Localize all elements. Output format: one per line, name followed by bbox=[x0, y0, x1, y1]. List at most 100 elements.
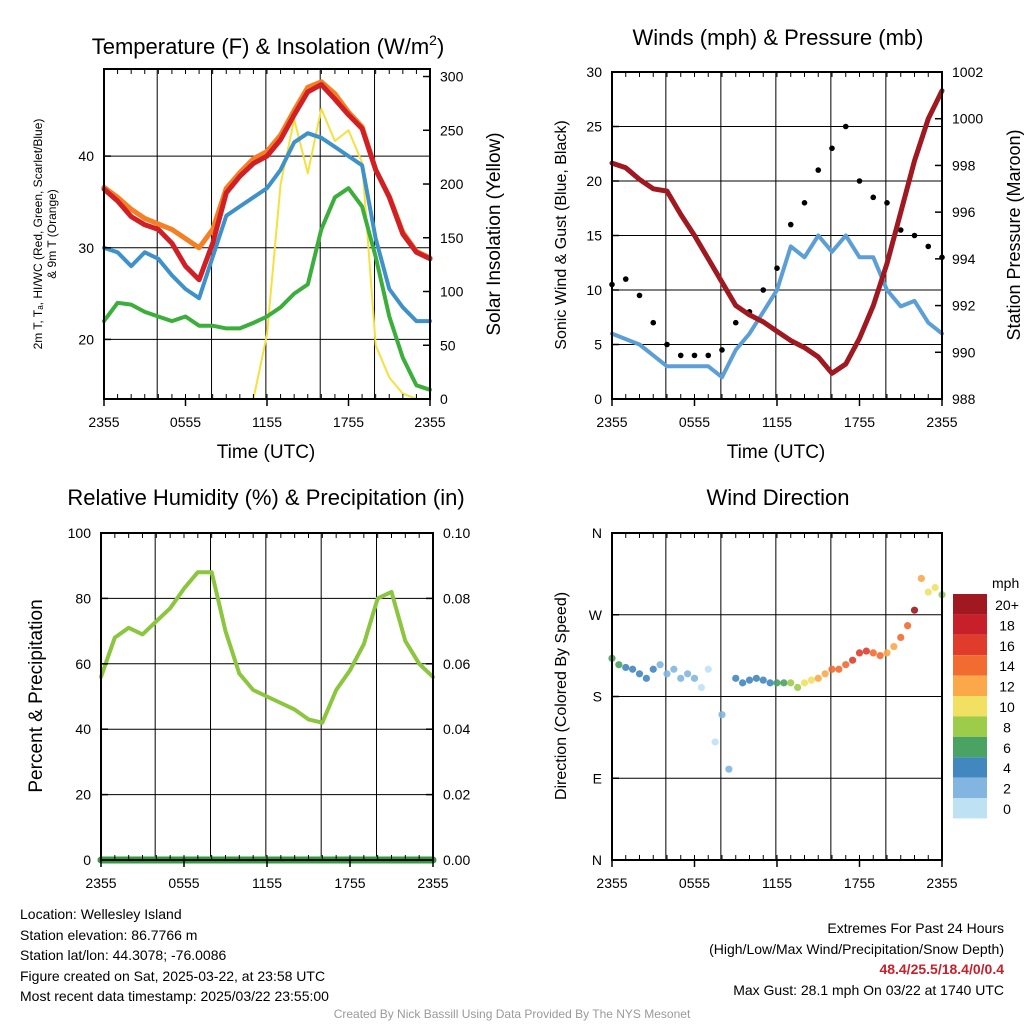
y-tick-label: 25 bbox=[586, 119, 602, 135]
direction-point bbox=[807, 676, 815, 684]
gust-point bbox=[732, 319, 739, 326]
direction-point bbox=[800, 679, 809, 687]
legend-swatch bbox=[953, 757, 987, 778]
direction-point bbox=[773, 679, 781, 687]
y-tick-label: 15 bbox=[586, 228, 602, 244]
direction-point bbox=[855, 649, 864, 657]
legend-label: 12 bbox=[999, 679, 1015, 695]
humidity-panel: Relative Humidity (%) & Precipitation (i… bbox=[26, 485, 470, 891]
direction-point bbox=[849, 656, 857, 664]
y2-tick-label: 990 bbox=[952, 344, 976, 360]
direction-ticks: 2355 0555 1155 1755 2355 N E S W N bbox=[589, 525, 958, 891]
temperature-y-label-1: 2m T, Tₐ, HI/WC (Red, Green, Scarlet/Blu… bbox=[31, 119, 45, 350]
temperature-frame bbox=[103, 68, 431, 400]
x-tick-label: 1155 bbox=[252, 414, 282, 430]
wind-line bbox=[610, 233, 944, 380]
y-tick-label: 80 bbox=[75, 590, 91, 606]
gust-point bbox=[664, 341, 670, 348]
humidity-title: Relative Humidity (%) & Precipitation (i… bbox=[67, 485, 464, 510]
speed-legend: mph 20+ 18 16 14 12 10 8 6 4 2 0 bbox=[953, 575, 1019, 819]
y2-tick-label: 0.00 bbox=[443, 852, 470, 868]
y2-tick-label: 1002 bbox=[952, 64, 983, 80]
station-info: Location: Wellesley Island Station eleva… bbox=[20, 904, 329, 1007]
direction-point bbox=[725, 765, 733, 773]
winds-x-label: Time (UTC) bbox=[727, 442, 826, 463]
direction-point bbox=[752, 674, 760, 682]
y-tick-label: 40 bbox=[75, 721, 91, 737]
direction-point bbox=[904, 622, 912, 630]
temperature-ticks: 2355 0555 1155 1755 2355 20 30 40 0 50 100 150 200 25… bbox=[78, 69, 463, 430]
direction-point bbox=[910, 606, 919, 614]
direction-point bbox=[697, 683, 705, 692]
direction-title: Wind Direction bbox=[706, 485, 849, 510]
legend-label: 6 bbox=[1003, 740, 1011, 756]
x-tick-label: 1155 bbox=[762, 414, 792, 430]
x-tick-label: 2355 bbox=[85, 875, 116, 891]
direction-y-label: Direction (Colored By Speed) bbox=[553, 592, 570, 800]
legend-label: 0 bbox=[1003, 801, 1011, 817]
x-tick-label: 0555 bbox=[679, 414, 710, 430]
y2-tick-label: 200 bbox=[440, 176, 464, 192]
temperature-y-label-2: & 9m T (Orange) bbox=[45, 189, 59, 279]
latlon-text: Station lat/lon: 44.3078; -76.0086 bbox=[20, 947, 227, 963]
y-tick-label: 20 bbox=[586, 173, 602, 189]
extremes-values: 48.4/25.5/18.4/0/0.4 bbox=[879, 961, 1004, 977]
y2-tick-label: 0.02 bbox=[443, 787, 470, 803]
legend-label: 10 bbox=[999, 699, 1015, 715]
winds-series bbox=[609, 88, 945, 380]
winds-y-label: Sonic Wind & Gust (Blue, Black) bbox=[553, 120, 570, 349]
gust-point bbox=[856, 178, 863, 184]
y-tick-label: 5 bbox=[594, 337, 602, 353]
gust-point bbox=[691, 352, 698, 359]
heat_index-line bbox=[102, 186, 432, 392]
gust-point bbox=[677, 352, 684, 359]
x-tick-label: 1755 bbox=[844, 875, 875, 891]
y2-tick-label: 1000 bbox=[952, 111, 983, 127]
y-tick-label: 40 bbox=[78, 148, 94, 164]
x-tick-label: 2355 bbox=[926, 875, 957, 891]
direction-point bbox=[642, 674, 650, 682]
extremes-subtitle: (High/Low/Max Wind/Precipitation/Snow De… bbox=[709, 940, 1004, 957]
direction-point bbox=[780, 679, 788, 687]
gust-point bbox=[774, 265, 780, 272]
x-tick-label: 2355 bbox=[88, 414, 119, 430]
y-tick-label: 100 bbox=[68, 525, 92, 541]
y2-tick-label: 998 bbox=[952, 157, 976, 173]
x-tick-label: 1755 bbox=[334, 875, 365, 891]
direction-point bbox=[622, 663, 630, 672]
x-tick-label: 2355 bbox=[596, 875, 627, 891]
gust-point bbox=[925, 243, 932, 250]
y-tick-label: 60 bbox=[75, 656, 91, 672]
y2-tick-label: 0.04 bbox=[443, 721, 470, 737]
dewpoint-line bbox=[102, 131, 432, 324]
x-tick-label: 0555 bbox=[679, 875, 710, 891]
x-tick-label: 1755 bbox=[844, 414, 875, 430]
temperature-x-label: Time (UTC) bbox=[217, 442, 316, 463]
gust-point bbox=[842, 123, 849, 130]
direction-point bbox=[656, 661, 664, 669]
direction-point bbox=[615, 661, 623, 669]
direction-point bbox=[759, 676, 767, 684]
y-tick-label: 0 bbox=[594, 391, 602, 407]
extremes-title: Extremes For Past 24 Hours bbox=[827, 920, 1004, 936]
temperature-series bbox=[101, 79, 433, 400]
winds-title: Winds (mph) & Pressure (mb) bbox=[633, 25, 924, 50]
direction-point bbox=[924, 588, 932, 596]
gust-point bbox=[787, 221, 794, 228]
direction-point bbox=[732, 674, 740, 682]
gust-point bbox=[705, 352, 712, 359]
y2-tick-label: 50 bbox=[440, 337, 456, 353]
humidity-series bbox=[97, 570, 437, 864]
direction-point bbox=[821, 670, 829, 678]
gust-point bbox=[911, 232, 918, 239]
y-tick-label: N bbox=[592, 525, 602, 541]
legend-swatch bbox=[953, 736, 987, 758]
temp-line bbox=[101, 82, 433, 283]
legend-label: 14 bbox=[999, 658, 1015, 674]
legend-swatch bbox=[953, 614, 987, 635]
gust-point bbox=[884, 200, 890, 206]
y-tick-label: 30 bbox=[78, 240, 94, 256]
direction-point bbox=[704, 665, 712, 673]
direction-series bbox=[608, 574, 946, 773]
